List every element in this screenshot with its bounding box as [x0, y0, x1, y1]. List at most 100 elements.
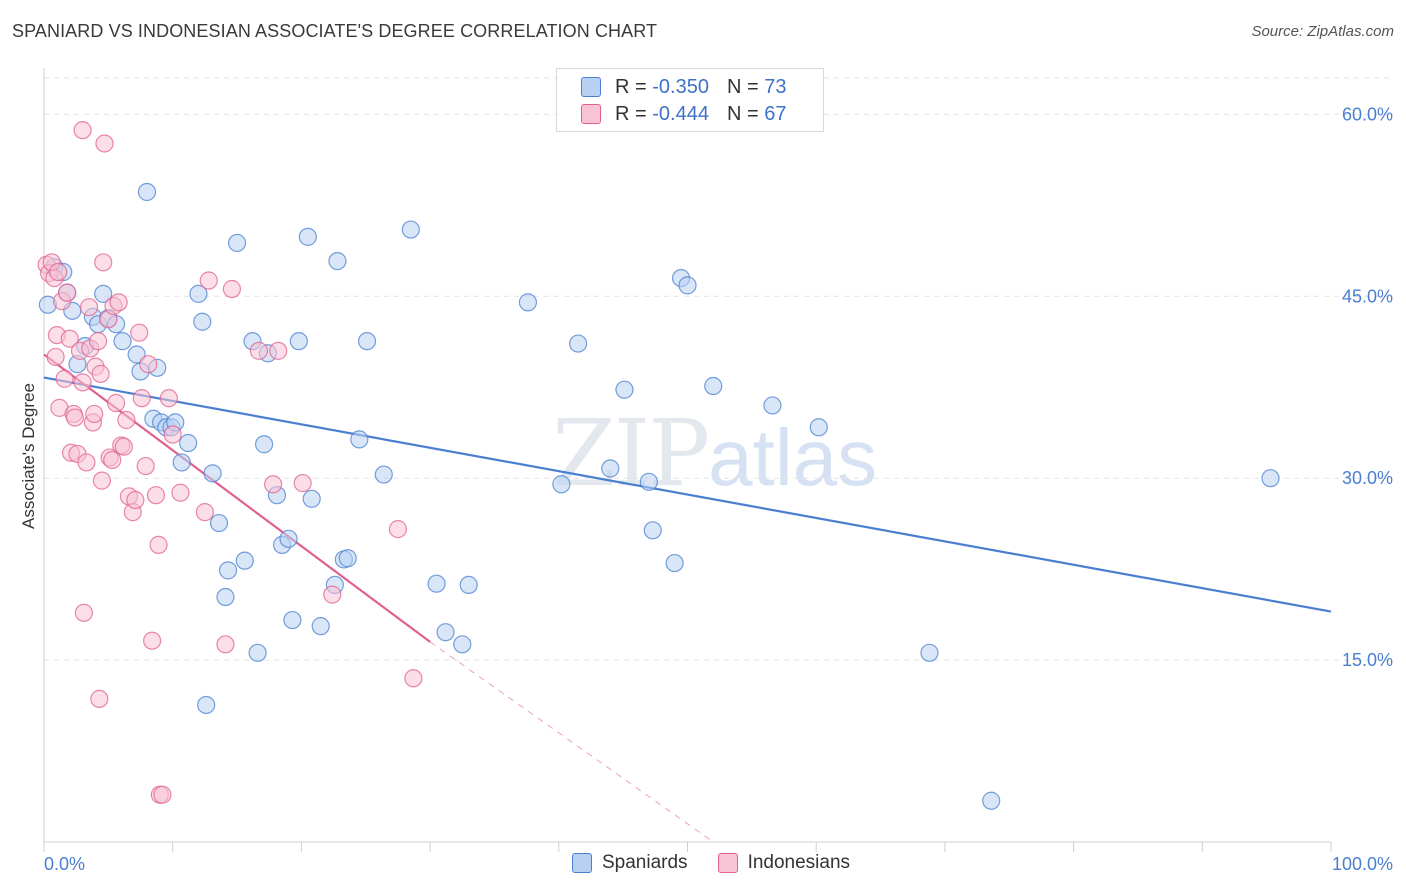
data-point-indonesian [143, 631, 162, 650]
series-legend: Spaniards Indonesians [572, 852, 880, 874]
data-point-indonesian [92, 471, 112, 490]
legend-label-spaniards: Spaniards [602, 852, 688, 873]
data-point-spaniard [311, 617, 330, 636]
data-point-indonesian [139, 355, 158, 374]
legend-item-indonesians[interactable]: Indonesians [717, 852, 851, 874]
data-point-spaniard [374, 465, 393, 484]
legend-n-value-indonesians: 67 [764, 102, 787, 125]
data-point-spaniard [427, 574, 446, 593]
chart-title: SPANIARD VS INDONESIAN ASSOCIATE'S DEGRE… [12, 21, 658, 41]
data-point-spaniard [283, 610, 302, 630]
data-point-spaniard [601, 459, 620, 478]
legend-n-label: N = [726, 102, 759, 125]
watermark-atlas: atlas [708, 413, 878, 502]
grid-lines [44, 77, 1394, 661]
data-point-spaniard [763, 396, 782, 415]
data-point-indonesian [171, 483, 190, 502]
data-points [37, 121, 1280, 810]
legend-label-indonesians: Indonesians [747, 852, 851, 873]
data-point-spaniard [216, 587, 235, 607]
data-point-indonesian [126, 490, 145, 510]
data-point-indonesian [95, 134, 114, 153]
data-point-spaniard [94, 284, 113, 303]
data-point-spaniard [254, 435, 274, 454]
data-point-indonesian [73, 373, 92, 392]
legend-item-spaniards[interactable]: Spaniards [572, 852, 688, 874]
data-point-spaniard [203, 464, 222, 483]
data-point-indonesian [263, 475, 283, 494]
data-point-spaniard [235, 551, 254, 570]
x-tick-label-max: 100.0% [1332, 854, 1393, 874]
data-point-indonesian [65, 408, 84, 427]
data-point-spaniard [172, 453, 191, 472]
data-point-indonesian [88, 332, 108, 351]
data-point-indonesian [159, 389, 178, 408]
data-point-indonesian [79, 298, 99, 317]
data-point-indonesian [195, 503, 214, 522]
data-point-spaniard [179, 433, 198, 453]
data-point-indonesian [249, 341, 269, 360]
data-point-spaniard [127, 345, 146, 364]
data-point-spaniard [279, 529, 298, 548]
data-point-spaniard [436, 623, 455, 642]
data-point-indonesian [323, 585, 342, 604]
data-point-spaniard [328, 252, 347, 271]
data-point-spaniard [113, 332, 132, 351]
data-point-spaniard [209, 513, 229, 533]
data-point-indonesian [404, 669, 423, 688]
data-point-indonesian [149, 535, 168, 554]
data-point-indonesian [136, 456, 155, 476]
legend-swatch-indonesians [581, 104, 601, 124]
legend-n-label: N = [726, 75, 759, 98]
source-credit: Source: ZipAtlas.com [1251, 23, 1394, 40]
trend-extension-indonesians [429, 641, 714, 843]
data-point-indonesian [269, 341, 288, 360]
legend-swatch-spaniards [581, 77, 601, 97]
data-point-spaniard [453, 635, 472, 654]
legend-row-indonesians: R = -0.444 N = 67 [557, 101, 786, 127]
data-point-indonesian [109, 293, 128, 312]
watermark: ZIPatlas [552, 400, 877, 507]
data-point-indonesian [60, 329, 79, 348]
data-point-spaniard [197, 695, 216, 715]
data-point-spaniard [137, 182, 157, 202]
trend-line-indonesians [43, 353, 431, 643]
legend-row-spaniards: R = -0.350 N = 73 [557, 74, 786, 100]
data-point-indonesian [163, 425, 182, 444]
data-point-indonesian [153, 785, 172, 804]
data-point-indonesian [94, 253, 113, 272]
y-tick-label: 60.0% [1342, 104, 1393, 124]
data-point-indonesian [106, 393, 126, 413]
data-point-spaniard [193, 312, 212, 331]
data-point-indonesian [55, 369, 74, 388]
y-tick-label: 30.0% [1342, 468, 1393, 488]
tick-labels: 15.0% 30.0% 45.0% 60.0% 0.0% 100.0% [44, 104, 1393, 874]
data-point-indonesian [132, 389, 151, 408]
x-tick-label-min: 0.0% [44, 854, 85, 874]
data-point-spaniard [298, 227, 317, 246]
data-point-indonesian [91, 364, 110, 383]
data-point-indonesian [388, 520, 408, 539]
data-point-spaniard [227, 233, 247, 253]
data-point-spaniard [189, 284, 208, 303]
correlation-legend: R = -0.350 N = 73 R = -0.444 N = 67 [556, 68, 824, 132]
data-point-spaniard [302, 489, 321, 508]
data-point-indonesian [73, 121, 92, 140]
data-point-spaniard [639, 472, 658, 491]
data-point-indonesian [114, 437, 133, 456]
data-point-indonesian [90, 689, 109, 709]
data-point-spaniard [704, 376, 723, 396]
data-point-spaniard [643, 521, 662, 540]
legend-n-value-spaniards: 73 [764, 75, 787, 98]
y-tick-label: 45.0% [1342, 286, 1393, 306]
legend-r-value-indonesians: -0.444 [652, 102, 709, 125]
axes [43, 68, 1332, 852]
trend-line-spaniards [43, 376, 1332, 613]
data-point-spaniard [665, 553, 684, 573]
data-point-indonesian [103, 450, 122, 470]
data-point-spaniard [569, 334, 588, 353]
data-point-indonesian [199, 271, 218, 290]
data-point-spaniard [357, 332, 377, 351]
data-point-spaniard [401, 220, 420, 239]
